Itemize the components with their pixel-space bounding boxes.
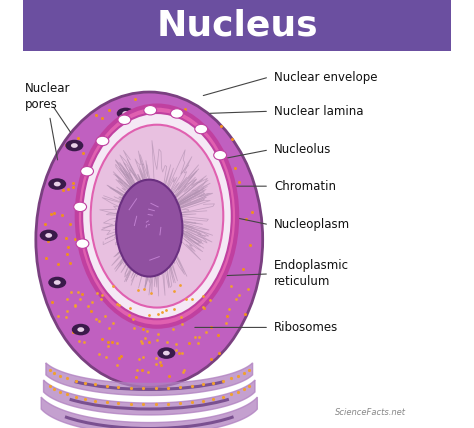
Ellipse shape [171, 109, 183, 118]
Ellipse shape [74, 202, 87, 211]
Ellipse shape [116, 180, 182, 276]
Text: Nucleoplasm: Nucleoplasm [274, 218, 350, 231]
Ellipse shape [48, 277, 66, 288]
Text: Nuclear
pores: Nuclear pores [25, 82, 71, 111]
Text: Endoplasmic
reticulum: Endoplasmic reticulum [274, 259, 349, 288]
FancyBboxPatch shape [23, 0, 451, 51]
Polygon shape [46, 363, 253, 395]
Ellipse shape [71, 143, 78, 148]
Ellipse shape [48, 178, 66, 190]
Text: Nuclear lamina: Nuclear lamina [274, 105, 364, 118]
Text: Chromatin: Chromatin [274, 180, 336, 193]
Ellipse shape [45, 233, 52, 238]
Ellipse shape [82, 113, 232, 319]
Ellipse shape [214, 151, 227, 160]
Ellipse shape [77, 327, 84, 332]
Text: ScienceFacts.net: ScienceFacts.net [336, 408, 406, 417]
Ellipse shape [40, 230, 58, 241]
Ellipse shape [91, 125, 223, 308]
Ellipse shape [195, 125, 208, 134]
Ellipse shape [54, 280, 61, 285]
Ellipse shape [117, 108, 135, 119]
Text: Nucleus: Nucleus [156, 9, 318, 43]
Ellipse shape [76, 239, 89, 248]
Ellipse shape [36, 92, 263, 387]
Ellipse shape [96, 136, 109, 146]
Text: Nuclear envelope: Nuclear envelope [274, 71, 378, 83]
Ellipse shape [81, 166, 93, 176]
Ellipse shape [65, 140, 83, 152]
Polygon shape [44, 380, 255, 415]
Ellipse shape [54, 181, 61, 187]
Polygon shape [41, 397, 257, 428]
Ellipse shape [157, 348, 175, 359]
Ellipse shape [72, 324, 90, 336]
Ellipse shape [122, 111, 129, 116]
Text: Ribosomes: Ribosomes [274, 321, 338, 334]
Ellipse shape [77, 106, 237, 327]
Ellipse shape [163, 351, 170, 355]
Ellipse shape [144, 106, 157, 115]
Text: Nucleolus: Nucleolus [274, 143, 332, 156]
Ellipse shape [118, 115, 131, 125]
